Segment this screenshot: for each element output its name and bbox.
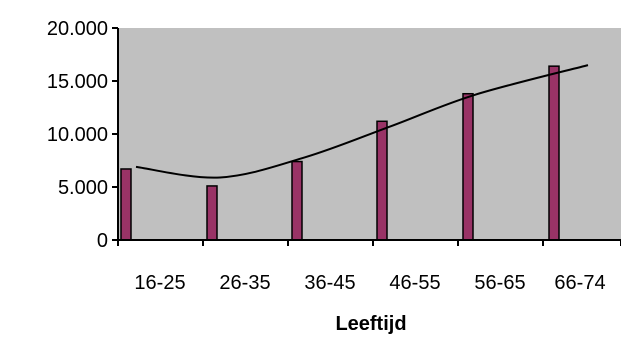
x-tick-label-36-45: 36-45: [304, 272, 355, 294]
bar-56-65: [462, 92, 474, 241]
x-tick-label-66-74: 66-74: [554, 272, 605, 294]
x-axis-title: Leeftijd: [335, 313, 406, 335]
bar-46-55: [376, 120, 388, 241]
y-tick-label: 20.000: [47, 18, 108, 40]
trendline: [135, 64, 589, 179]
x-ticks-group: 16-25 26-35 36-45 46-55 56-65 66-74: [117, 240, 621, 294]
y-tick-label: 15.000: [47, 71, 108, 93]
bar-66-74: [548, 65, 560, 241]
y-tick-label: 10.000: [47, 124, 108, 146]
y-tick-label: 5.000: [58, 177, 108, 199]
x-tick-label-16-25: 16-25: [134, 272, 185, 294]
bar-26-35: [206, 185, 218, 241]
x-tick-label-26-35: 26-35: [219, 272, 270, 294]
y-tick-label: 0: [97, 230, 108, 252]
x-tick-label-56-65: 56-65: [474, 272, 525, 294]
x-tick-label-46-55: 46-55: [389, 272, 440, 294]
bar-16-25: [120, 168, 132, 241]
bar-36-45: [291, 160, 303, 241]
y-ticks-group: 0 5.000 10.000 15.000 20.000: [47, 18, 118, 252]
